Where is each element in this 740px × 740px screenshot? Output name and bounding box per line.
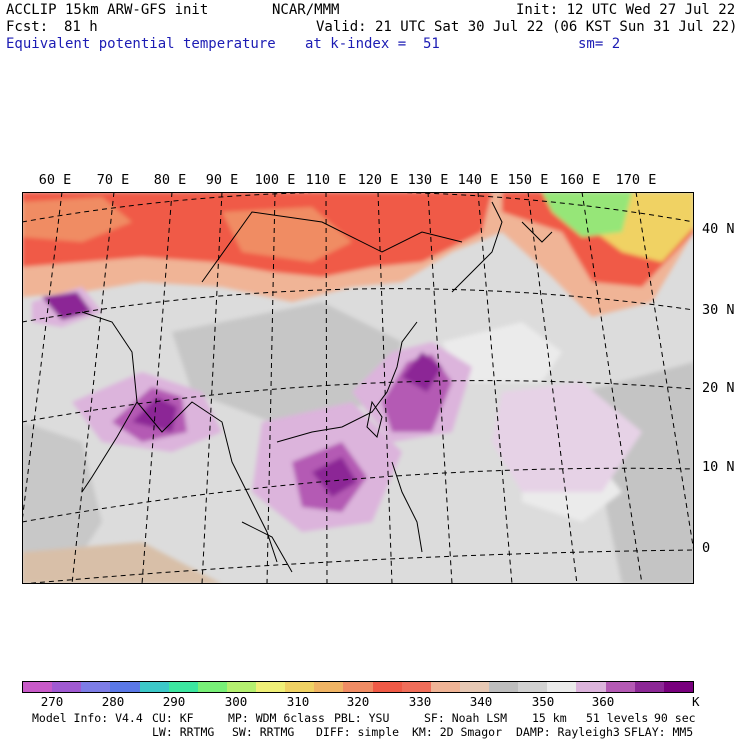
field-shading — [22, 192, 694, 584]
km-scheme: KM: 2D Smagor — [412, 725, 503, 739]
lon-label: 100 E — [254, 172, 296, 188]
colorbar-swatch — [430, 682, 460, 692]
colorbar-swatch — [285, 682, 315, 692]
valid-time: Valid: 21 UTC Sat 30 Jul 22 (06 KST Sun … — [316, 19, 738, 35]
colorbar-swatch — [576, 682, 606, 692]
colorbar-swatch — [139, 682, 169, 692]
colorbar-swatch — [459, 682, 489, 692]
lon-label: 150 E — [507, 172, 549, 188]
grid-spacing: 15 km — [532, 711, 567, 725]
lat-label: 40 N — [702, 221, 735, 237]
lon-label: 160 E — [559, 172, 601, 188]
cumulus-scheme: CU: KF — [152, 711, 194, 725]
time-step: 90 sec — [654, 711, 696, 725]
lon-label: 130 E — [407, 172, 449, 188]
colorbar-tick: 360 — [591, 694, 615, 709]
forecast-hour: 81 h — [64, 19, 98, 35]
surface-scheme: SF: Noah LSM — [424, 711, 508, 725]
colorbar-swatch — [663, 682, 693, 692]
colorbar-tick: 280 — [101, 694, 125, 709]
lat-label: 20 N — [702, 380, 735, 396]
surface-layer-scheme: SFLAY: MM5 — [624, 725, 694, 739]
damping-scheme: DAMP: Rayleigh3 — [516, 725, 620, 739]
colorbar-tick: 290 — [162, 694, 186, 709]
lon-label: 70 E — [96, 172, 130, 188]
lon-label: 110 E — [305, 172, 347, 188]
forecast-label: Fcst: — [6, 19, 49, 35]
colorbar-swatch — [23, 682, 53, 692]
lat-label: 10 N — [702, 459, 735, 475]
colorbar-swatch — [605, 682, 635, 692]
colorbar-tick: 340 — [469, 694, 493, 709]
colorbar-swatch — [168, 682, 198, 692]
graticule — [22, 192, 694, 584]
colorbar-swatch — [226, 682, 256, 692]
shortwave-scheme: SW: RRTMG — [232, 725, 295, 739]
lon-label: 140 E — [457, 172, 499, 188]
theta-e-map — [22, 192, 694, 584]
colorbar-swatch — [52, 682, 82, 692]
lon-label: 120 E — [357, 172, 399, 188]
pbl-scheme: PBL: YSU — [334, 711, 390, 725]
colorbar-swatch — [489, 682, 519, 692]
colorbar-tick: 300 — [224, 694, 248, 709]
diffusion-scheme: DIFF: simple — [316, 725, 400, 739]
lon-label: 60 E — [38, 172, 72, 188]
colorbar — [22, 681, 694, 693]
colorbar-swatch — [197, 682, 227, 692]
org-label: NCAR/MMM — [272, 2, 340, 18]
lon-label: 80 E — [153, 172, 187, 188]
colorbar-swatch — [401, 682, 431, 692]
colorbar-swatch — [314, 682, 344, 692]
vertical-levels: 51 levels — [586, 711, 649, 725]
field-name: Equivalent potential temperature — [6, 36, 276, 52]
map-frame — [22, 192, 694, 584]
longwave-scheme: LW: RRTMG — [152, 725, 215, 739]
init-time: Init: 12 UTC Wed 27 Jul 22 — [516, 2, 736, 18]
smoothing-label: sm= 2 — [578, 36, 621, 52]
lat-label: 0 — [702, 540, 711, 556]
colorbar-tick: 350 — [531, 694, 555, 709]
colorbar-swatch — [518, 682, 548, 692]
colorbar-tick: 330 — [408, 694, 432, 709]
colorbar-tick: 310 — [286, 694, 310, 709]
model-title: ACCLIP 15km ARW-GFS init — [6, 2, 209, 18]
colorbar-swatch — [634, 682, 664, 692]
lon-label: 90 E — [205, 172, 239, 188]
colorbar-swatch — [372, 682, 402, 692]
microphysics-scheme: MP: WDM 6class — [228, 711, 325, 725]
colorbar-tick: 320 — [346, 694, 370, 709]
lat-label: 30 N — [702, 302, 735, 318]
colorbar-unit: K — [692, 694, 700, 709]
lon-label: 170 E — [615, 172, 657, 188]
colorbar-swatch — [110, 682, 140, 692]
colorbar-swatch — [343, 682, 373, 692]
colorbar-tick: 270 — [40, 694, 64, 709]
model-info: Model Info: V4.4 — [32, 711, 143, 725]
level-label: at k-index = 51 — [305, 36, 440, 52]
colorbar-swatch — [547, 682, 577, 692]
colorbar-swatch — [81, 682, 111, 692]
colorbar-swatch — [256, 682, 286, 692]
coastlines — [81, 201, 553, 573]
